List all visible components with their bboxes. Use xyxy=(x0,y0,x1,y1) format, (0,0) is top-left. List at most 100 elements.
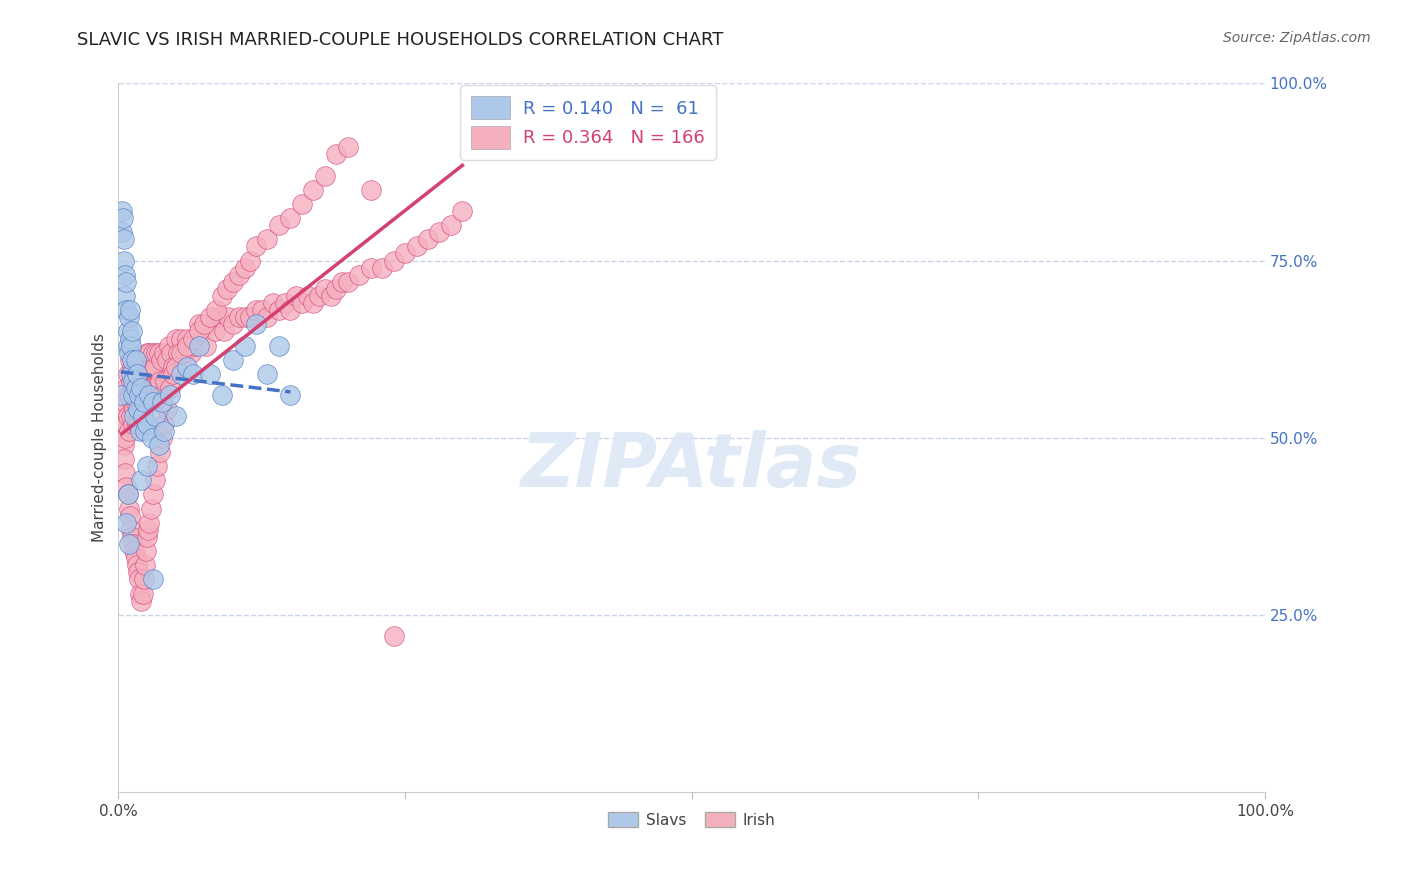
Point xyxy=(222,352,245,367)
Point xyxy=(193,318,215,332)
Point xyxy=(360,183,382,197)
Point xyxy=(132,573,155,587)
Point xyxy=(118,537,141,551)
Point xyxy=(204,325,226,339)
Point xyxy=(138,516,160,530)
Point xyxy=(239,310,262,325)
Point xyxy=(267,303,290,318)
Point xyxy=(267,218,290,232)
Point xyxy=(122,381,145,395)
Point xyxy=(124,402,146,417)
Point xyxy=(125,417,148,431)
Point xyxy=(112,211,135,225)
Point xyxy=(124,409,146,424)
Point xyxy=(121,352,143,367)
Point xyxy=(114,268,136,282)
Point xyxy=(118,345,141,359)
Point xyxy=(162,367,184,381)
Point xyxy=(141,431,163,445)
Point xyxy=(150,395,173,409)
Point xyxy=(330,275,353,289)
Point xyxy=(117,338,139,352)
Point xyxy=(115,381,138,395)
Point xyxy=(111,225,134,239)
Point xyxy=(118,388,141,402)
Point xyxy=(127,402,149,417)
Point xyxy=(149,445,172,459)
Point xyxy=(212,325,235,339)
Point xyxy=(256,367,278,381)
Point xyxy=(336,275,359,289)
Point xyxy=(136,523,159,537)
Point xyxy=(142,573,165,587)
Point xyxy=(371,260,394,275)
Point xyxy=(297,289,319,303)
Point xyxy=(115,516,138,530)
Point xyxy=(131,381,153,395)
Point xyxy=(111,402,134,417)
Point xyxy=(191,325,214,339)
Point xyxy=(181,331,204,345)
Point xyxy=(122,417,145,431)
Point xyxy=(118,508,141,523)
Point xyxy=(117,367,139,381)
Point xyxy=(187,338,209,352)
Point xyxy=(136,417,159,431)
Point xyxy=(319,289,342,303)
Point xyxy=(440,218,463,232)
Point xyxy=(245,239,267,253)
Point xyxy=(146,458,169,473)
Point xyxy=(136,458,159,473)
Point xyxy=(121,325,143,339)
Point xyxy=(138,345,160,359)
Point xyxy=(118,424,141,438)
Point xyxy=(127,359,149,374)
Point xyxy=(155,402,177,417)
Point xyxy=(122,374,145,388)
Point xyxy=(142,487,165,501)
Point xyxy=(142,395,165,409)
Point xyxy=(131,586,153,600)
Point xyxy=(120,367,142,381)
Point xyxy=(262,296,284,310)
Point xyxy=(129,395,152,409)
Point xyxy=(118,352,141,367)
Point xyxy=(132,359,155,374)
Point xyxy=(118,310,141,325)
Point xyxy=(302,183,325,197)
Point xyxy=(128,374,150,388)
Point xyxy=(124,551,146,566)
Point xyxy=(170,367,193,381)
Point xyxy=(148,438,170,452)
Point xyxy=(127,566,149,580)
Point xyxy=(125,367,148,381)
Point xyxy=(155,374,177,388)
Point xyxy=(159,388,181,402)
Point xyxy=(187,325,209,339)
Point xyxy=(134,417,156,431)
Point xyxy=(128,388,150,402)
Point xyxy=(218,310,240,325)
Point xyxy=(115,480,138,494)
Point xyxy=(153,424,176,438)
Point xyxy=(382,629,405,643)
Point xyxy=(211,289,233,303)
Point xyxy=(198,310,221,325)
Text: SLAVIC VS IRISH MARRIED-COUPLE HOUSEHOLDS CORRELATION CHART: SLAVIC VS IRISH MARRIED-COUPLE HOUSEHOLD… xyxy=(77,31,724,49)
Point xyxy=(155,352,177,367)
Point xyxy=(143,473,166,487)
Point xyxy=(112,253,135,268)
Point xyxy=(134,424,156,438)
Point xyxy=(167,345,190,359)
Point xyxy=(314,169,336,183)
Point xyxy=(228,268,250,282)
Point xyxy=(138,388,160,402)
Point xyxy=(239,253,262,268)
Point xyxy=(273,296,295,310)
Point xyxy=(128,573,150,587)
Point xyxy=(165,409,187,424)
Point xyxy=(233,310,256,325)
Point xyxy=(112,232,135,246)
Point xyxy=(194,338,217,352)
Point xyxy=(114,289,136,303)
